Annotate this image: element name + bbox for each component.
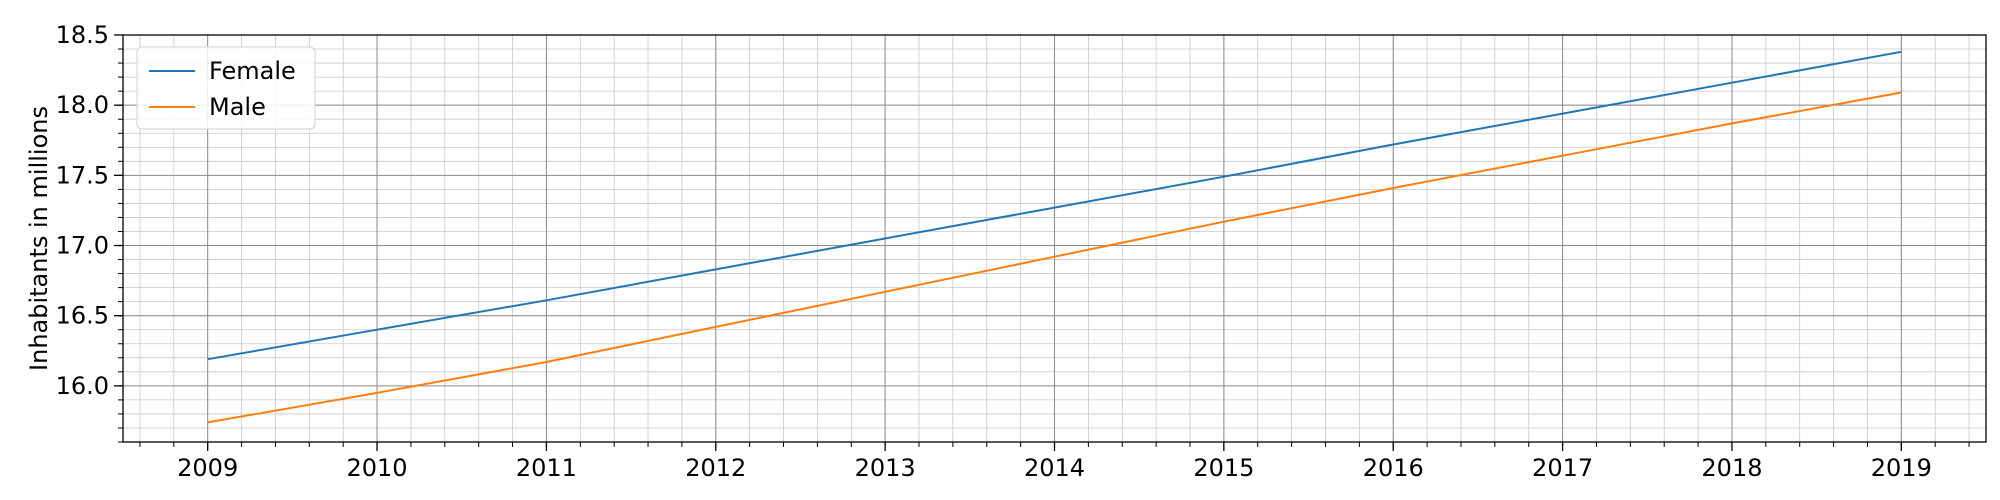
x-tick-label: 2017 (1532, 454, 1593, 482)
x-tick-label: 2013 (855, 454, 916, 482)
y-tick-label: 16.5 (56, 302, 109, 330)
series-layer (207, 50, 1902, 424)
x-tick-label: 2014 (1024, 454, 1085, 482)
legend-box (136, 46, 316, 130)
series-line-male (207, 91, 1902, 424)
x-tick-label: 2015 (1193, 454, 1254, 482)
series-line-female (207, 50, 1902, 361)
x-tick-label: 2009 (177, 454, 238, 482)
x-tick-label: 2019 (1871, 454, 1932, 482)
x-tick-label: 2012 (685, 454, 746, 482)
y-axis-title: Inhabitants in millions (25, 106, 53, 371)
x-tick-label: 2016 (1363, 454, 1424, 482)
y-tick-label: 17.5 (56, 161, 109, 189)
y-tick-label: 16.0 (56, 372, 109, 400)
y-tick-label: 18.0 (56, 91, 109, 119)
legend-label: Female (209, 57, 296, 85)
x-tick-label: 2011 (516, 454, 577, 482)
y-tick-label: 18.5 (56, 21, 109, 49)
x-tick-label: 2010 (347, 454, 408, 482)
x-tick-labels: 2009 2010 2011 2012 2013 2014 2015 2016 2017 2018… (177, 454, 1932, 482)
x-tick-label: 2018 (1701, 454, 1762, 482)
axis-ticks (114, 34, 1970, 451)
y-tick-label: 17.0 (56, 232, 109, 260)
y-tick-labels: 16.0 16.5 17.0 17.5 18.0 18.5 (56, 21, 109, 400)
legend-label: Male (209, 93, 266, 121)
legend: Female Male (136, 46, 316, 130)
major-grid (123, 34, 1986, 442)
